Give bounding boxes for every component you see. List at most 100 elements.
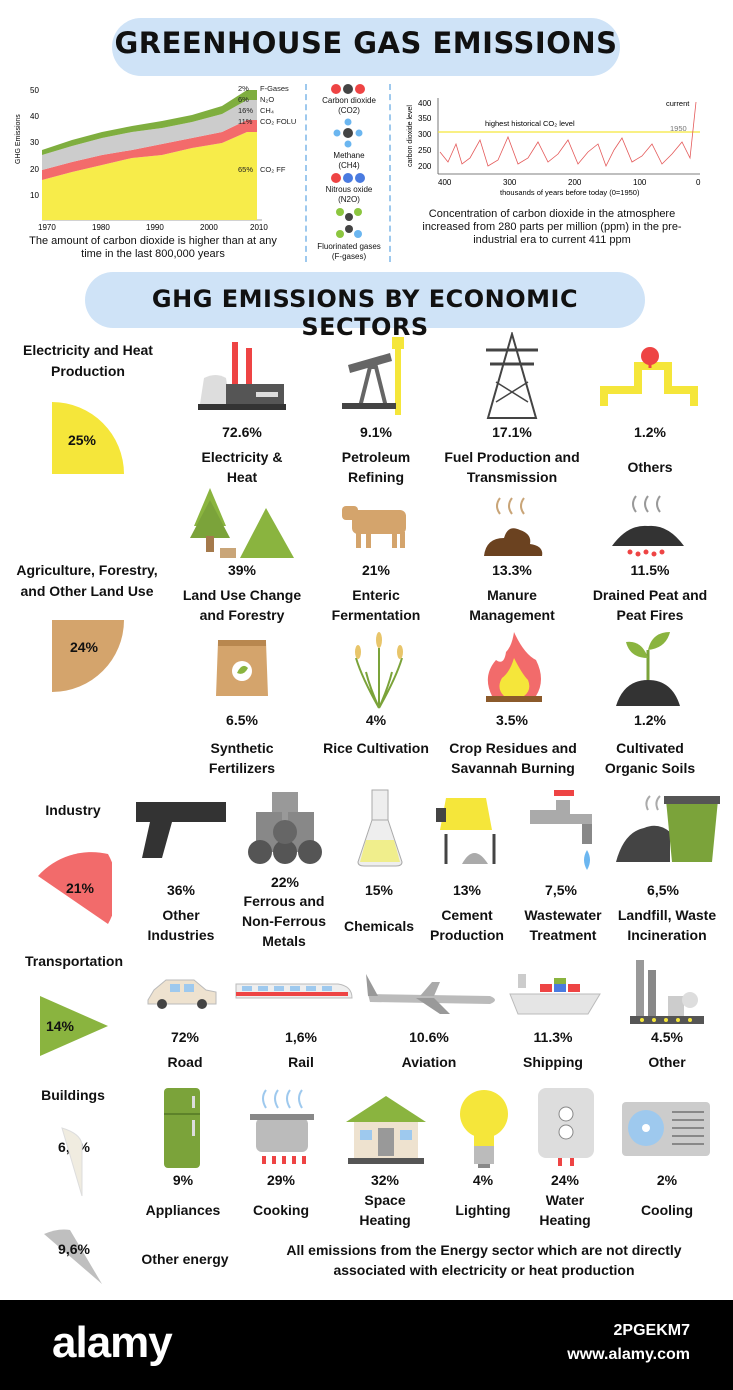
footer-brand: alamy <box>52 1318 173 1367</box>
agriculture-item-pct: 3.5% <box>496 712 528 728</box>
transmission-tower-icon <box>486 332 538 419</box>
n2o-molecule-icon <box>331 173 365 183</box>
electricity-item-pct: 9.1% <box>360 424 392 440</box>
cargo-ship-icon <box>509 974 601 1015</box>
svg-text:100: 100 <box>633 178 647 187</box>
sector-agriculture-share: 24% <box>69 639 99 655</box>
industry-item-pct: 13% <box>452 882 482 898</box>
co2-ylabel: carbon dioxide level <box>407 105 414 167</box>
xtick: 1990 <box>146 223 164 232</box>
footer-url: www.alamy.com <box>567 1346 690 1363</box>
sector-transport-name: Transportation <box>24 953 123 969</box>
industry-item-label: Chemicals <box>343 918 415 934</box>
agriculture-item-pct: 6.5% <box>226 712 258 728</box>
svg-text:400: 400 <box>438 178 452 187</box>
co2-1950-annotation: 1950 <box>670 124 687 133</box>
electricity-item-pct: 17.1% <box>492 424 532 440</box>
pie-agriculture <box>52 620 124 692</box>
sector-transport-share: 14% <box>45 1018 75 1034</box>
co2-history-line <box>439 101 697 168</box>
agriculture-item-label: Rice Cultivation <box>323 740 429 756</box>
pipeline-valve-icon <box>600 347 698 406</box>
cow-icon <box>342 506 406 548</box>
area-co2-ff <box>42 132 257 220</box>
watermark-footer: alamy 2PGEKM7 www.alamy.com <box>0 1300 733 1390</box>
agriculture-item-label: Land Use Change and Forestry <box>182 587 302 623</box>
oil-pump-icon <box>342 337 404 415</box>
agriculture-item-pct: 1.2% <box>634 712 666 728</box>
separator <box>389 84 391 262</box>
agriculture-item-pct: 13.3% <box>492 562 532 578</box>
svg-text:300: 300 <box>418 130 432 139</box>
agriculture-item-pct: 39% <box>227 562 257 578</box>
ghg-area-chart: GHG Emissions 50 40 30 20 10 1970 1980 1… <box>15 86 268 232</box>
rice-plant-icon <box>355 632 403 709</box>
transport-item-pct: 1,6% <box>285 1029 317 1045</box>
agriculture-item-pct: 21% <box>361 562 391 578</box>
refrigerator-icon <box>164 1088 200 1168</box>
molecule-ch4-label: Methane (CH4) <box>333 151 365 170</box>
buildings-item-label: Cooking <box>253 1202 309 1218</box>
water-heater-icon <box>538 1088 594 1166</box>
air-conditioner-icon <box>622 1102 710 1156</box>
agriculture-item-pct: 11.5% <box>630 562 670 578</box>
agriculture-item-label: Drained Peat and Peat Fires <box>592 587 708 623</box>
industry-item-label: Other Industries <box>147 907 215 943</box>
agriculture-item-label: Synthetic Fertilizers <box>208 740 276 776</box>
transport-item-pct: 72% <box>170 1029 200 1045</box>
pie-electricity <box>52 402 124 474</box>
electricity-item-label: Others <box>627 459 673 475</box>
footer-image-id: 2PGEKM7 <box>613 1322 690 1339</box>
co2-current-annotation: current <box>666 99 690 108</box>
cement-mixer-icon <box>436 798 496 864</box>
car-icon <box>147 979 217 1009</box>
area-n2o <box>42 90 257 155</box>
manure-icon <box>484 497 543 556</box>
ytick: 40 <box>30 112 39 121</box>
sector-other-share: 9,6% <box>58 1241 90 1257</box>
electricity-item-pct: 1.2% <box>634 424 666 440</box>
xtick: 2000 <box>200 223 218 232</box>
methane-molecule-icon <box>333 118 363 148</box>
sector-other-description: All emissions from the Energy sector whi… <box>286 1242 682 1278</box>
flask-icon <box>357 789 403 867</box>
xtick: 1970 <box>38 223 56 232</box>
industry-item-pct: 7,5% <box>545 882 577 898</box>
fire-icon <box>486 632 542 702</box>
agriculture-item-label: Cultivated Organic Soils <box>604 740 696 776</box>
trees-icon <box>190 488 294 558</box>
svg-text:250: 250 <box>418 146 432 155</box>
buildings-item-label: Appliances <box>145 1202 221 1218</box>
industry-item-pct: 22% <box>270 874 300 890</box>
agriculture-item-label: Crop Residues and Savannah Burning <box>449 740 577 776</box>
buildings-item-pct: 24% <box>550 1172 580 1188</box>
buildings-item-label: Space Heating <box>359 1192 411 1228</box>
industry-item-label: Cement Production <box>430 907 504 943</box>
transport-item-label: Road <box>167 1054 203 1070</box>
industry-item-label: Landfill, Waste Incineration <box>617 907 717 943</box>
area-co2-folu <box>42 120 257 180</box>
electricity-item-label: Petroleum Refining <box>341 449 411 485</box>
sector-buildings-name: Buildings <box>41 1087 105 1103</box>
co2-molecule-icon <box>331 84 365 94</box>
cooking-pot-icon <box>250 1089 314 1164</box>
ytick: 50 <box>30 86 39 95</box>
sector-electricity-share: 25% <box>67 432 97 448</box>
title-cloud <box>112 18 620 76</box>
light-bulb-icon <box>460 1090 508 1168</box>
industry-item-pct: 36% <box>166 882 196 898</box>
svg-text:200: 200 <box>418 162 432 171</box>
svg-text:400: 400 <box>418 99 432 108</box>
buildings-item-label: Lighting <box>455 1202 511 1218</box>
pie-industry <box>38 852 112 924</box>
xtick: 2010 <box>250 223 268 232</box>
agriculture-item-pct: 4% <box>365 712 387 728</box>
co2-xlabel: thousands of years before today (0=1950) <box>500 188 640 197</box>
molecule-co2-label: Carbon dioxide (CO2) <box>322 96 376 115</box>
sector-industry-share: 21% <box>65 880 95 896</box>
pie-other-energy <box>44 1229 102 1284</box>
electricity-item-label: Electricity & Heat <box>201 449 283 485</box>
area-chart-caption: The amount of carbon dioxide is higher t… <box>29 235 277 260</box>
buildings-item-label: Cooling <box>640 1202 694 1218</box>
fertilizer-bag-icon <box>216 640 268 696</box>
